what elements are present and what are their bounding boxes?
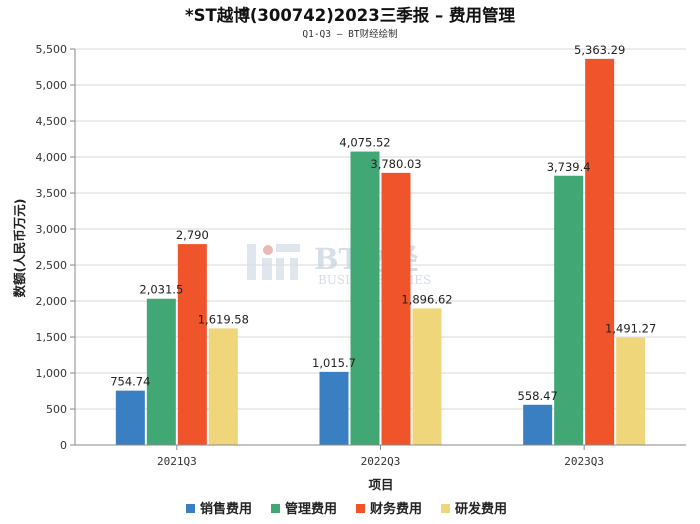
legend-label: 财务费用 <box>370 501 422 517</box>
data-label: 754.74 <box>110 375 150 389</box>
legend-label: 管理费用 <box>285 501 337 517</box>
y-tick-label: 3,000 <box>36 223 68 236</box>
bar <box>350 151 380 445</box>
bar-series <box>115 58 646 446</box>
legend-label: 研发费用 <box>455 501 507 517</box>
bar <box>115 390 145 445</box>
x-tick-label: 2023Q3 <box>564 455 604 468</box>
bar <box>616 337 646 445</box>
data-label: 1,619.58 <box>198 312 249 326</box>
bar <box>381 172 411 446</box>
bar <box>319 371 349 445</box>
y-tick-label: 4,500 <box>36 115 68 128</box>
y-tick-label: 3,500 <box>36 187 68 200</box>
y-tick-label: 5,000 <box>36 79 68 92</box>
y-tick-label: 0 <box>60 439 67 452</box>
legend-swatch <box>271 504 280 513</box>
bar <box>412 308 442 445</box>
bar <box>208 328 238 445</box>
bar <box>177 244 207 445</box>
y-axis-ticks: 0 500 1,000 1,500 2,000 2,500 3,000 3,500 4,000 4… <box>36 43 75 452</box>
data-labels: 754.74 2,031.5 2,790 1,619.58 1,015.7 4,075.5… <box>110 43 656 403</box>
data-label: 3,780.03 <box>370 157 421 171</box>
y-tick-label: 1,500 <box>36 331 68 344</box>
legend-swatch <box>186 504 195 513</box>
data-label: 1,015.7 <box>312 356 356 370</box>
y-tick-label: 2,500 <box>36 259 68 272</box>
legend-label: 销售费用 <box>200 501 252 517</box>
data-label: 5,363.29 <box>574 43 625 57</box>
data-label: 2,031.5 <box>139 283 183 297</box>
data-label: 4,075.52 <box>339 136 390 150</box>
x-axis-title: 项目 <box>368 477 393 492</box>
x-tick-label: 2021Q3 <box>157 455 197 468</box>
data-label: 3,739.4 <box>547 160 591 174</box>
x-tick-label: 2022Q3 <box>361 455 401 468</box>
data-label: 558.47 <box>518 389 558 403</box>
y-tick-label: 4,000 <box>36 151 68 164</box>
legend: 销售费用 管理费用 财务费用 研发费用 <box>186 501 507 517</box>
bar <box>523 404 553 445</box>
data-label: 1,896.62 <box>401 292 452 306</box>
gridlines <box>75 48 686 410</box>
bar <box>146 298 176 445</box>
y-tick-label: 1,000 <box>36 367 68 380</box>
y-tick-label: 2,000 <box>36 295 68 308</box>
x-axis-ticks: 2021Q3 2022Q3 2023Q3 <box>157 445 604 468</box>
bar <box>554 175 584 446</box>
legend-swatch <box>441 504 450 513</box>
data-label: 1,491.27 <box>605 322 656 336</box>
y-tick-label: 5,500 <box>36 43 68 56</box>
legend-swatch <box>356 504 365 513</box>
y-tick-label: 500 <box>46 403 67 416</box>
chart-title: *ST越博(300742)2023三季报 – 费用管理 <box>185 5 515 25</box>
bar <box>585 58 615 446</box>
y-axis-title: 数额(人民币万元) <box>12 199 27 299</box>
chart-subtitle: Q1-Q3 – BT财经绘制 <box>302 28 397 40</box>
data-label: 2,790 <box>176 228 209 242</box>
